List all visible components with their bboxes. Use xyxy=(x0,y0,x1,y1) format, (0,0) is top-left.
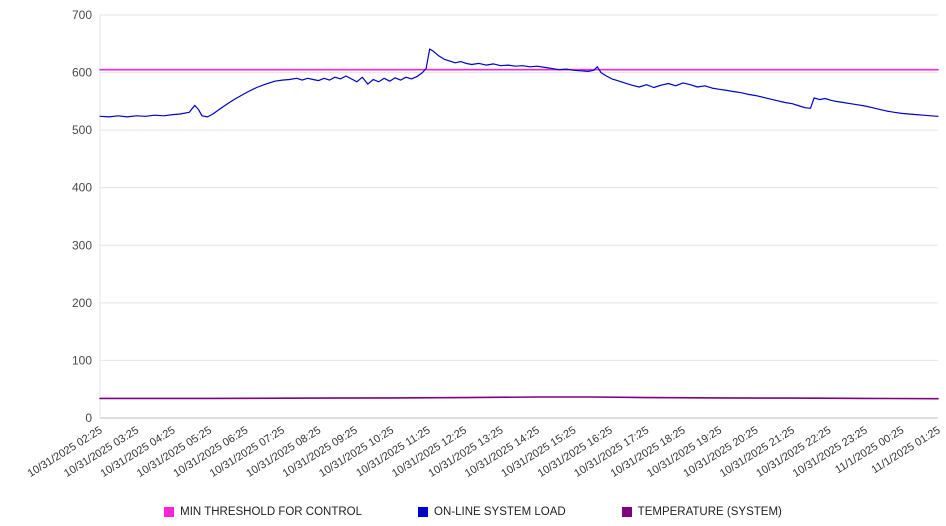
legend-item-system-load[interactable]: ON-LINE SYSTEM LOAD xyxy=(418,506,566,518)
y-axis-tick-label: 300 xyxy=(72,238,92,252)
legend-item-min-threshold[interactable]: MIN THRESHOLD FOR CONTROL xyxy=(164,506,362,518)
y-axis-tick-label: 700 xyxy=(72,8,92,22)
chart-legend: MIN THRESHOLD FOR CONTROL ON-LINE SYSTEM… xyxy=(0,506,946,518)
y-axis-tick-label: 600 xyxy=(72,66,92,80)
legend-label-min-threshold: MIN THRESHOLD FOR CONTROL xyxy=(180,506,363,518)
legend-swatch-system-load xyxy=(418,507,429,517)
series-line xyxy=(99,396,939,400)
legend-swatch-temperature xyxy=(621,507,632,517)
y-axis-tick-label: 400 xyxy=(72,181,92,195)
y-axis-tick-label: 500 xyxy=(72,123,92,137)
y-axis-tick-label: 200 xyxy=(72,296,92,310)
y-axis-tick-label: 100 xyxy=(72,353,92,367)
legend-label-temperature: TEMPERATURE (SYSTEM) xyxy=(637,506,782,518)
series-line xyxy=(99,48,939,118)
legend-swatch-min-threshold xyxy=(164,507,175,517)
y-axis-tick-label: 0 xyxy=(85,411,92,425)
legend-label-system-load: ON-LINE SYSTEM LOAD xyxy=(434,506,566,518)
legend-item-temperature[interactable]: TEMPERATURE (SYSTEM) xyxy=(621,506,782,518)
